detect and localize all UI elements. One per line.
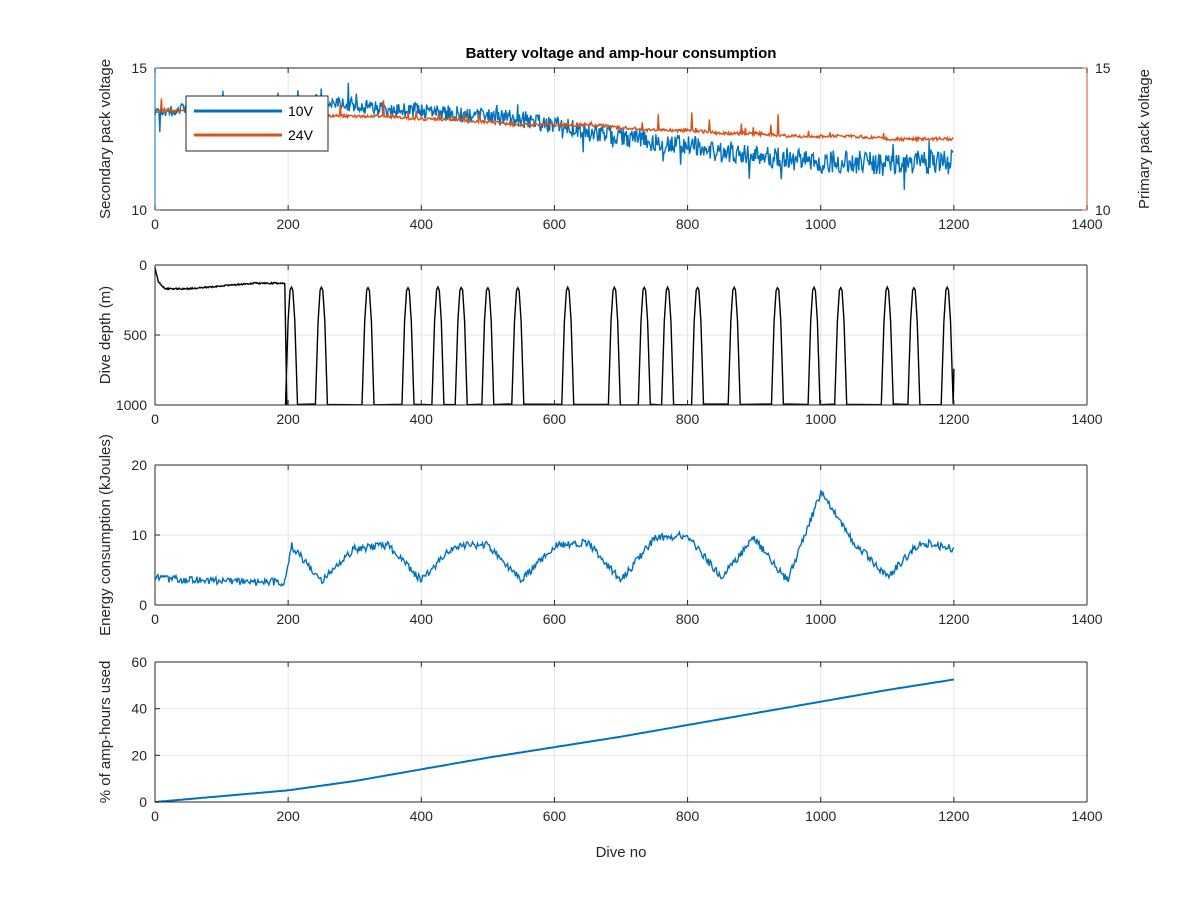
y-tick-label-right: 15 (1095, 60, 1111, 76)
y-axis-label: Secondary pack voltage (97, 59, 114, 219)
y-axis-label: Energy consumption (kJoules) (97, 434, 114, 636)
surface-segment (154, 267, 286, 291)
y-axis-label-right: Primary pack voltage (1136, 69, 1153, 209)
x-tick-label: 200 (276, 216, 300, 232)
x-tick-label: 400 (410, 611, 434, 627)
y-tick-label: 15 (131, 60, 147, 76)
x-tick-label: 1200 (938, 611, 969, 627)
subplot-4: 0 200 400 600 800 1000 1200 1400 0 20 40 60 % of amp… (97, 654, 1103, 861)
x-tick-label: 0 (151, 411, 159, 427)
x-tick-label: 200 (276, 808, 300, 824)
y-tick-label: 20 (131, 747, 147, 763)
x-tick-label: 1200 (938, 216, 969, 232)
x-tick-label: 200 (276, 611, 300, 627)
x-tick-label: 600 (543, 611, 567, 627)
x-tick-label: 800 (676, 216, 700, 232)
amp-hours-line (154, 678, 955, 803)
y-tick-label: 0 (139, 794, 147, 810)
y-tick-label: 0 (139, 257, 147, 273)
x-tick-label: 1400 (1071, 216, 1102, 232)
x-tick-label: 1200 (938, 411, 969, 427)
chart-title: Battery voltage and amp-hour consumption (466, 45, 777, 62)
x-tick-label: 400 (410, 216, 434, 232)
y-axis-label: % of amp-hours used (97, 661, 114, 804)
x-tick-label: 1400 (1071, 611, 1102, 627)
y-tick-label: 20 (131, 457, 147, 473)
x-tick-label: 600 (543, 808, 567, 824)
x-tick-label: 800 (676, 808, 700, 824)
y-axis-label: Dive depth (m) (97, 286, 114, 384)
y-tick-label: 10 (131, 527, 147, 543)
x-tick-label: 800 (676, 611, 700, 627)
x-tick-label: 1200 (938, 808, 969, 824)
x-tick-label: 400 (410, 411, 434, 427)
x-tick-label: 0 (151, 216, 159, 232)
legend-label-24V: 24V (288, 127, 314, 143)
x-tick-label: 600 (543, 216, 567, 232)
y-tick-label: 10 (131, 202, 147, 218)
y-tick-label-right: 10 (1095, 202, 1111, 218)
legend-box (185, 95, 329, 152)
x-tick-label: 1400 (1071, 411, 1102, 427)
y-tick-label: 60 (131, 654, 147, 670)
x-tick-label: 1000 (805, 216, 836, 232)
x-tick-label: 0 (151, 808, 159, 824)
y-tick-label: 40 (131, 701, 147, 717)
series-group (154, 678, 955, 803)
x-tick-label: 1400 (1071, 808, 1102, 824)
y-tick-label: 1000 (116, 397, 147, 413)
x-tick-label: 200 (276, 411, 300, 427)
legend: 10V 24V (185, 95, 329, 152)
subplot-3: 0 200 400 600 800 1000 1200 1400 0 10 20 Energy con… (97, 434, 1103, 636)
dive-profile (284, 283, 955, 406)
subplot-1: 0 200 400 600 800 1000 1200 140010151015Battery… (97, 45, 1153, 232)
x-tick-label: 1000 (805, 611, 836, 627)
x-tick-label: 1000 (805, 411, 836, 427)
x-axis-label: Dive no (596, 844, 647, 861)
x-tick-label: 0 (151, 611, 159, 627)
x-tick-label: 800 (676, 411, 700, 427)
legend-label-10V: 10V (288, 103, 314, 119)
y-tick-label: 500 (124, 327, 148, 343)
x-tick-label: 600 (543, 411, 567, 427)
series-group (154, 490, 955, 587)
x-tick-label: 1000 (805, 808, 836, 824)
x-tick-label: 400 (410, 808, 434, 824)
energy-line (154, 490, 955, 587)
y-tick-label: 0 (139, 597, 147, 613)
